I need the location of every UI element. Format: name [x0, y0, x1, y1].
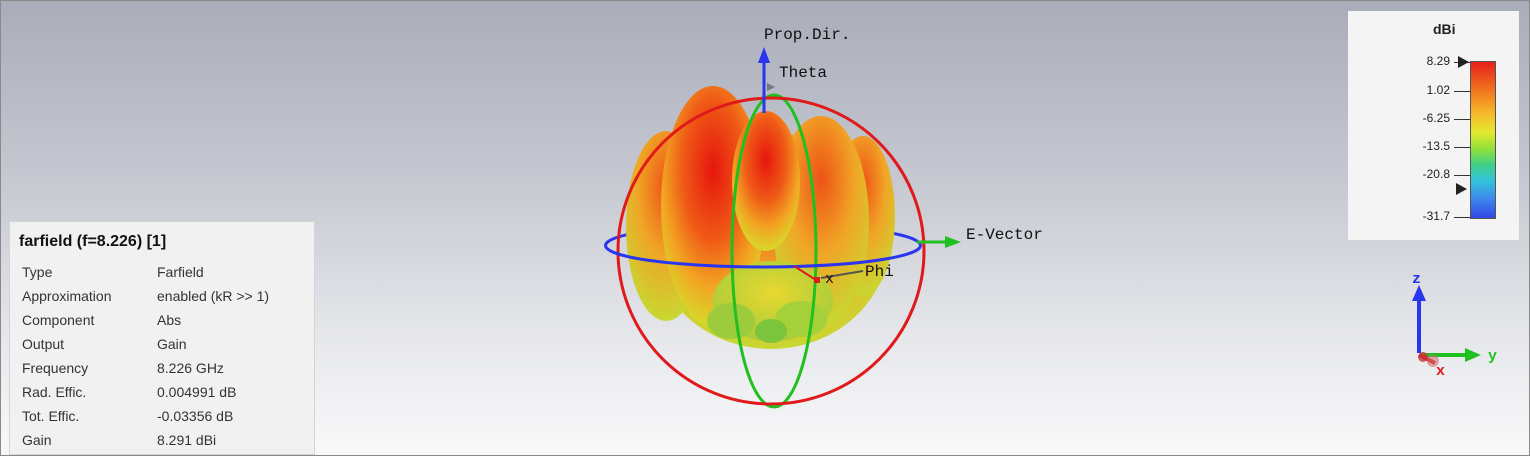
info-table: Type Farfield Approximation enabled (kR >>…: [22, 260, 269, 452]
prop-dir-arrow: [758, 47, 770, 63]
colorbar: [1470, 61, 1496, 219]
legend-tick-label: -13.5: [1422, 139, 1450, 153]
theta-label: Theta: [779, 64, 827, 82]
triad-z-label: z: [1412, 271, 1421, 288]
farfield-info-panel: farfield (f=8.226) [1] Type Farfield Appr…: [9, 221, 315, 455]
legend-tick-label: 8.29: [1426, 54, 1450, 68]
legend-tick-label: -31.7: [1422, 209, 1450, 223]
info-row-type: Type Farfield: [22, 264, 204, 280]
legend-tick-label: -6.25: [1422, 111, 1450, 125]
legend-tick-label: -20.8: [1422, 167, 1450, 181]
min-marker-icon[interactable]: [1456, 183, 1467, 195]
legend-tick-label: 1.02: [1426, 83, 1450, 97]
info-row-frequency: Frequency 8.226 GHz: [22, 360, 224, 376]
info-title: farfield (f=8.226) [1]: [19, 233, 167, 250]
triad-y-label: y: [1488, 348, 1497, 365]
triad-x-label: x: [1436, 363, 1445, 380]
e-vector-label: E-Vector: [966, 226, 1043, 244]
info-row-approximation: Approximation enabled (kR >> 1): [22, 288, 270, 304]
info-row-rad-effic: Rad. Effic. 0.004991 dB: [22, 384, 237, 400]
prop-dir-label: Prop.Dir.: [764, 26, 850, 44]
farfield-pattern: [626, 86, 895, 349]
info-row-gain: Gain 8.291 dBi: [22, 432, 217, 448]
x-origin-label: x: [825, 271, 834, 288]
info-row-tot-effic: Tot. Effic. -0.03356 dB: [22, 408, 234, 424]
e-vector-arrow: [945, 236, 961, 248]
reference-sphere: [616, 96, 926, 406]
legend-unit-title: dBi: [1433, 21, 1456, 37]
info-row-output: Output Gain: [22, 336, 187, 352]
theta-ring: [730, 93, 818, 409]
color-legend[interactable]: dBi 8.29 1.02 -6.25 -13.5 -20.8 -31.7: [1348, 11, 1519, 240]
max-marker-icon[interactable]: [1458, 56, 1469, 68]
axes-triad[interactable]: z y x: [1412, 271, 1497, 380]
phi-label: Phi: [865, 263, 894, 281]
info-row-component: Component Abs: [22, 312, 182, 328]
theta-marker: [767, 83, 775, 91]
